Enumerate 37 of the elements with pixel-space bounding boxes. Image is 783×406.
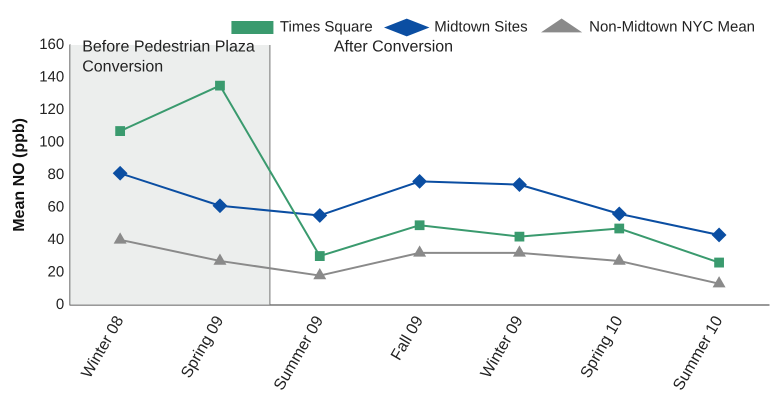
y-tick-label: 160	[39, 36, 64, 54]
y-tick-label: 80	[48, 166, 64, 184]
y-tick-label: 60	[48, 198, 64, 216]
band-label: Before Pedestrian Plaza Conversion	[82, 38, 255, 76]
y-tick-label: 100	[39, 134, 64, 151]
point	[214, 254, 226, 265]
y-tick-label: 40	[48, 230, 64, 248]
y-axis-title: Mean NO (ppb)	[11, 118, 28, 232]
y-tick-label: 20	[48, 263, 64, 280]
y-tick-label: 140	[39, 68, 64, 86]
point	[212, 198, 227, 213]
point	[514, 246, 526, 257]
y-tick-label: 120	[39, 101, 64, 118]
point	[115, 126, 126, 136]
y-tick-label: 0	[56, 296, 64, 313]
point	[712, 228, 726, 242]
point	[412, 174, 427, 188]
point	[612, 206, 626, 221]
point	[514, 232, 524, 242]
annotation: After Conversion	[334, 38, 454, 56]
point	[713, 277, 725, 288]
point	[314, 251, 325, 261]
point	[312, 208, 327, 222]
legend-label: Non-Midtown NYC Mean	[589, 18, 756, 36]
point	[215, 80, 225, 90]
legend-label: Times Square	[280, 18, 373, 36]
point	[114, 233, 126, 244]
point	[714, 258, 724, 268]
point	[414, 220, 425, 230]
x-tick-label: Fall 09	[388, 313, 427, 364]
legend-label: Midtown Sites	[434, 18, 528, 36]
point	[414, 246, 426, 257]
point	[614, 224, 624, 234]
point	[314, 269, 326, 280]
point	[512, 178, 526, 192]
point	[113, 166, 128, 180]
point	[614, 254, 626, 265]
